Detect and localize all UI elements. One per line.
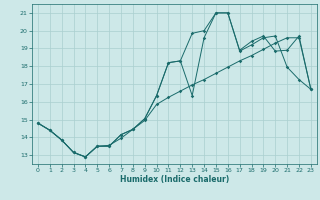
X-axis label: Humidex (Indice chaleur): Humidex (Indice chaleur) bbox=[120, 175, 229, 184]
